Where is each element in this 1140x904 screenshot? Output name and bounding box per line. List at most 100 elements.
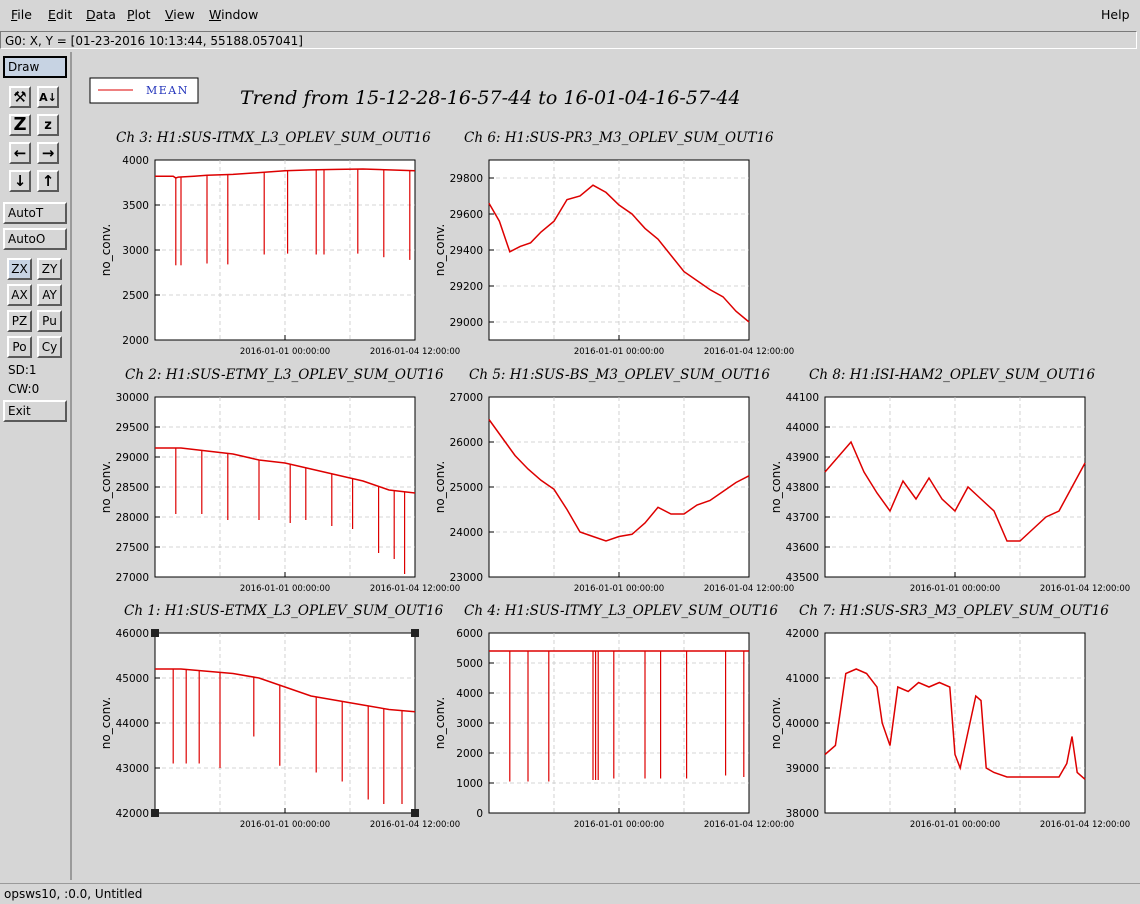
y-tick-label: 25000	[450, 482, 483, 494]
selection-handle	[151, 629, 159, 637]
pan-left-icon: ←	[13, 143, 27, 162]
x-tick-label: 2016-01-04 12:00:00	[704, 347, 794, 357]
y-axis-label: no_conv.	[433, 697, 447, 749]
y-tick-label: 44000	[786, 422, 819, 434]
y-tick-label: 3000	[456, 718, 483, 730]
menu-help[interactable]: Help	[1101, 7, 1130, 22]
y-tick-label: 43500	[786, 572, 819, 584]
selection-handle	[151, 809, 159, 817]
zoom-in-button[interactable]: Z	[9, 114, 31, 136]
autot-button[interactable]: AutoT	[3, 202, 67, 224]
y-axis-label: no_conv.	[433, 461, 447, 513]
y-tick-label: 42000	[116, 808, 149, 820]
autoo-button[interactable]: AutoO	[3, 228, 67, 250]
series-line	[155, 447, 416, 494]
po-button[interactable]: Po	[7, 336, 32, 358]
y-axis-label: no_conv.	[769, 697, 783, 749]
y-tick-label: 44100	[786, 392, 819, 404]
plot-canvas[interactable]: MEAN Trend from 15-12-28-16-57-44 to 16-…	[73, 52, 1140, 880]
y-tick-label: 42000	[786, 628, 819, 640]
y-axis-label: no_conv.	[433, 224, 447, 276]
ay-button[interactable]: AY	[37, 284, 62, 306]
y-tick-label: 39000	[786, 763, 819, 775]
y-axis-label: no_conv.	[99, 697, 113, 749]
pan-down-icon: ↓	[13, 171, 27, 190]
y-tick-label: 4000	[456, 688, 483, 700]
y-tick-label: 46000	[116, 628, 149, 640]
x-tick-label: 2016-01-01 00:00:00	[240, 584, 330, 594]
chart-title: Ch 7: H1:SUS-SR3_M3_OPLEV_SUM_OUT16	[799, 603, 1109, 619]
chart-title: Ch 4: H1:SUS-ITMY_L3_OPLEV_SUM_OUT16	[464, 603, 778, 619]
chart-title: Ch 6: H1:SUS-PR3_M3_OPLEV_SUM_OUT16	[464, 130, 774, 146]
zoom-in-icon: Z	[13, 114, 27, 135]
legend-label: MEAN	[146, 84, 189, 97]
cy-button[interactable]: Cy	[37, 336, 62, 358]
pan-right-icon: →	[41, 143, 55, 162]
series-line	[155, 668, 416, 713]
menu-plot[interactable]: Plot	[127, 7, 151, 22]
menu-window[interactable]: Window	[209, 7, 259, 22]
pan-up-button[interactable]: ↑	[37, 170, 59, 192]
menu-file[interactable]: File	[11, 7, 32, 22]
x-tick-label: 2016-01-01 00:00:00	[574, 347, 664, 357]
y-tick-label: 24000	[450, 527, 483, 539]
selection-handle	[411, 809, 419, 817]
ax-button[interactable]: AX	[7, 284, 32, 306]
panel-divider	[70, 52, 72, 880]
y-tick-label: 38000	[786, 808, 819, 820]
pan-left-button[interactable]: ←	[9, 142, 31, 164]
y-axis-label: no_conv.	[769, 461, 783, 513]
chart-title: Ch 1: H1:SUS-ETMX_L3_OPLEV_SUM_OUT16	[124, 603, 444, 619]
x-tick-label: 2016-01-04 12:00:00	[704, 584, 794, 594]
toolbar: Draw ⚒ A↓ Z z ← → ↓ ↑ AutoT AutoO ZX ZY …	[0, 52, 70, 880]
series-line	[824, 440, 1086, 542]
pz-button[interactable]: PZ	[7, 310, 32, 332]
y-tick-label: 3500	[122, 200, 149, 212]
y-tick-label: 43700	[786, 512, 819, 524]
y-tick-label: 29200	[450, 281, 483, 293]
y-tick-label: 29800	[450, 173, 483, 185]
zoom-tool-icon: ⚒	[13, 87, 27, 106]
x-tick-label: 2016-01-04 12:00:00	[1040, 584, 1130, 594]
pan-down-button[interactable]: ↓	[9, 170, 31, 192]
y-tick-label: 27000	[116, 572, 149, 584]
x-tick-label: 2016-01-01 00:00:00	[910, 820, 1000, 830]
chart-title: Ch 3: H1:SUS-ITMX_L3_OPLEV_SUM_OUT16	[116, 130, 431, 146]
zoom-out-button[interactable]: z	[37, 114, 59, 136]
x-tick-label: 2016-01-01 00:00:00	[240, 820, 330, 830]
y-tick-label: 28500	[116, 482, 149, 494]
y-tick-label: 26000	[450, 437, 483, 449]
sd-indicator: SD:1	[8, 363, 37, 377]
pan-right-button[interactable]: →	[37, 142, 59, 164]
y-tick-label: 29000	[116, 452, 149, 464]
y-tick-label: 2000	[122, 335, 149, 347]
y-tick-label: 29400	[450, 245, 483, 257]
status-bar: opsws10, :0.0, Untitled	[0, 883, 1140, 904]
y-tick-label: 43600	[786, 542, 819, 554]
plot-area: MEAN Trend from 15-12-28-16-57-44 to 16-…	[73, 52, 1140, 880]
auto-scale-button[interactable]: A↓	[37, 86, 59, 108]
chart-3: Ch 2: H1:SUS-ETMY_L3_OPLEV_SUM_OUT16 2700…	[99, 367, 460, 594]
chart-title: Ch 2: H1:SUS-ETMY_L3_OPLEV_SUM_OUT16	[125, 367, 444, 383]
y-tick-label: 27500	[116, 542, 149, 554]
y-tick-label: 43000	[116, 763, 149, 775]
chart-1: Ch 3: H1:SUS-ITMX_L3_OPLEV_SUM_OUT16 2000…	[99, 130, 460, 357]
zx-button[interactable]: ZX	[7, 258, 32, 280]
exit-button[interactable]: Exit	[3, 400, 67, 422]
zoom-tool-button[interactable]: ⚒	[9, 86, 31, 108]
chart-title: Ch 5: H1:SUS-BS_M3_OPLEV_SUM_OUT16	[469, 367, 770, 383]
menu-view[interactable]: View	[165, 7, 195, 22]
x-tick-label: 2016-01-01 00:00:00	[574, 820, 664, 830]
series-line	[824, 668, 1086, 780]
menu-edit[interactable]: Edit	[48, 7, 73, 22]
zy-button[interactable]: ZY	[37, 258, 62, 280]
pan-up-icon: ↑	[41, 171, 55, 190]
chart-2: Ch 6: H1:SUS-PR3_M3_OPLEV_SUM_OUT16 29000…	[433, 130, 794, 357]
x-tick-label: 2016-01-04 12:00:00	[370, 584, 460, 594]
pu-button[interactable]: Pu	[37, 310, 62, 332]
menu-data[interactable]: Data	[86, 7, 116, 22]
chart-7: Ch 4: H1:SUS-ITMY_L3_OPLEV_SUM_OUT16 0 100…	[433, 603, 794, 830]
y-tick-label: 23000	[450, 572, 483, 584]
draw-button[interactable]: Draw	[3, 56, 67, 78]
x-tick-label: 2016-01-04 12:00:00	[704, 820, 794, 830]
